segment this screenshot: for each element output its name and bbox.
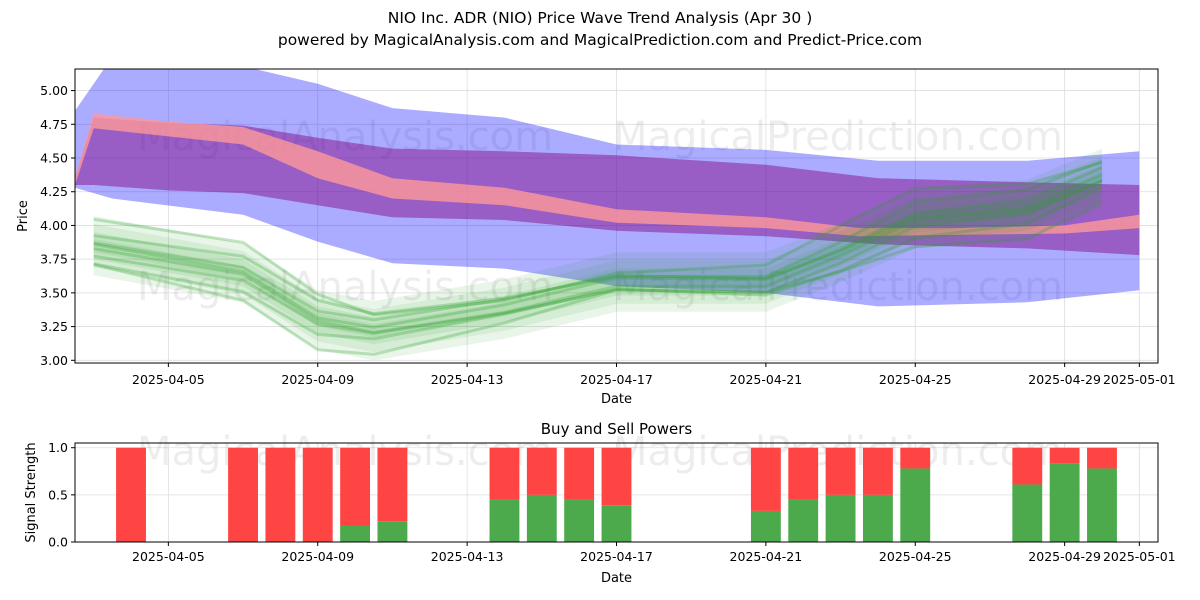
top-x-tick-label: 2025-04-05: [132, 372, 205, 387]
top-x-tick-label: 2025-04-29: [1028, 372, 1101, 387]
sell-bar: [1049, 447, 1080, 464]
band-blue-wide-band: [75, 69, 1140, 307]
top-y-axis-label: Price: [16, 200, 31, 232]
top-y-tick-label: 3.75: [40, 252, 68, 267]
watermark-text: MagicalPrediction.com: [613, 264, 1063, 310]
sell-bar: [825, 447, 856, 495]
buy-bar: [1087, 468, 1117, 542]
green-wave-line: [93, 166, 1103, 322]
buy-bar: [750, 510, 781, 542]
top-y-tick-label: 4.75: [40, 117, 68, 132]
sell-bar: [116, 447, 146, 542]
green-wave-line: [93, 200, 1103, 356]
top-x-axis-label: Date: [601, 392, 632, 407]
top-x-tick-label: 2025-04-25: [879, 372, 952, 387]
green-wave-line: [93, 179, 1103, 335]
buy-bar: [526, 494, 557, 542]
buy-bar: [1049, 463, 1080, 542]
top-y-tick-label: 4.25: [40, 184, 68, 199]
top-x-tick-label: 2025-04-21: [730, 372, 803, 387]
bottom-y-tick-label: 0.5: [48, 487, 68, 502]
top-x-tick-label: 2025-04-09: [281, 372, 354, 387]
bottom-x-tick-label: 2025-04-09: [281, 549, 354, 564]
sell-bar: [340, 447, 371, 526]
buy-bar: [564, 499, 595, 542]
bottom-x-tick-label: 2025-04-05: [132, 549, 205, 564]
band-red-band: [75, 113, 1140, 237]
sell-bar: [1087, 447, 1117, 469]
buy-bar: [825, 494, 856, 542]
buy-bar: [601, 505, 632, 542]
green-wave-line: [93, 159, 1103, 316]
sell-bar: [601, 447, 632, 506]
top-y-tick-label: 3.50: [40, 285, 68, 300]
sell-bar: [228, 447, 258, 542]
buy-bar: [1012, 484, 1043, 542]
green-wave-fan: [93, 148, 1102, 361]
buy-bar: [788, 499, 819, 542]
bottom-x-tick-label: 2025-04-25: [879, 549, 952, 564]
bottom-x-tick-label: 2025-04-17: [580, 549, 653, 564]
sell-bar: [265, 447, 296, 542]
green-wave-line: [93, 178, 1103, 334]
chart-title: NIO Inc. ADR (NIO) Price Wave Trend Anal…: [387, 9, 813, 27]
buy-bar: [862, 494, 893, 542]
top-x-tick-label: 2025-04-17: [580, 372, 653, 387]
sell-bar: [1012, 447, 1043, 485]
bottom-x-axis-label: Date: [601, 571, 632, 586]
watermark-text: MagicalAnalysis.com: [137, 264, 553, 310]
top-x-tick-label: 2025-04-13: [431, 372, 504, 387]
bottom-x-tick-label: 2025-05-01: [1103, 549, 1176, 564]
bottom-plot-area: [116, 447, 1117, 542]
bottom-x-tick-label: 2025-04-13: [431, 549, 504, 564]
sell-bar: [862, 447, 893, 495]
green-wave-line: [93, 185, 1103, 341]
bottom-x-tick-label: 2025-04-29: [1028, 549, 1101, 564]
sell-bar: [526, 447, 557, 495]
green-wave-line: [93, 161, 1103, 317]
bottom-y-tick-label: 0.0: [48, 535, 68, 550]
buy-bar: [340, 525, 371, 542]
top-plot-area: [75, 69, 1140, 361]
bottom-x-tick-label: 2025-04-21: [730, 549, 803, 564]
top-y-tick-label: 5.00: [40, 83, 68, 98]
bottom-y-tick-label: 1.0: [48, 440, 68, 455]
bottom-chart-title: Buy and Sell Powers: [541, 420, 693, 438]
bottom-y-axis-label: Signal Strength: [24, 442, 39, 542]
top-x-tick-label: 2025-05-01: [1103, 372, 1176, 387]
sell-bar: [377, 447, 408, 522]
top-y-tick-label: 4.50: [40, 151, 68, 166]
buy-bar: [900, 468, 931, 542]
top-y-tick-label: 4.00: [40, 218, 68, 233]
watermark-text: MagicalPrediction.com: [613, 114, 1063, 160]
sell-bar: [900, 447, 931, 469]
top-y-tick-label: 3.00: [40, 353, 68, 368]
sell-bar: [302, 447, 333, 542]
sell-bar: [564, 447, 595, 500]
sell-bar: [788, 447, 819, 500]
band-purple-band: [75, 117, 1140, 256]
top-y-tick-label: 3.25: [40, 319, 68, 334]
buy-bar: [377, 521, 408, 542]
buy-bar: [489, 499, 520, 542]
sell-bar: [489, 447, 520, 500]
chart-subtitle: powered by MagicalAnalysis.com and Magic…: [277, 31, 923, 49]
sell-bar: [750, 447, 781, 511]
green-wave-line: [93, 173, 1103, 329]
